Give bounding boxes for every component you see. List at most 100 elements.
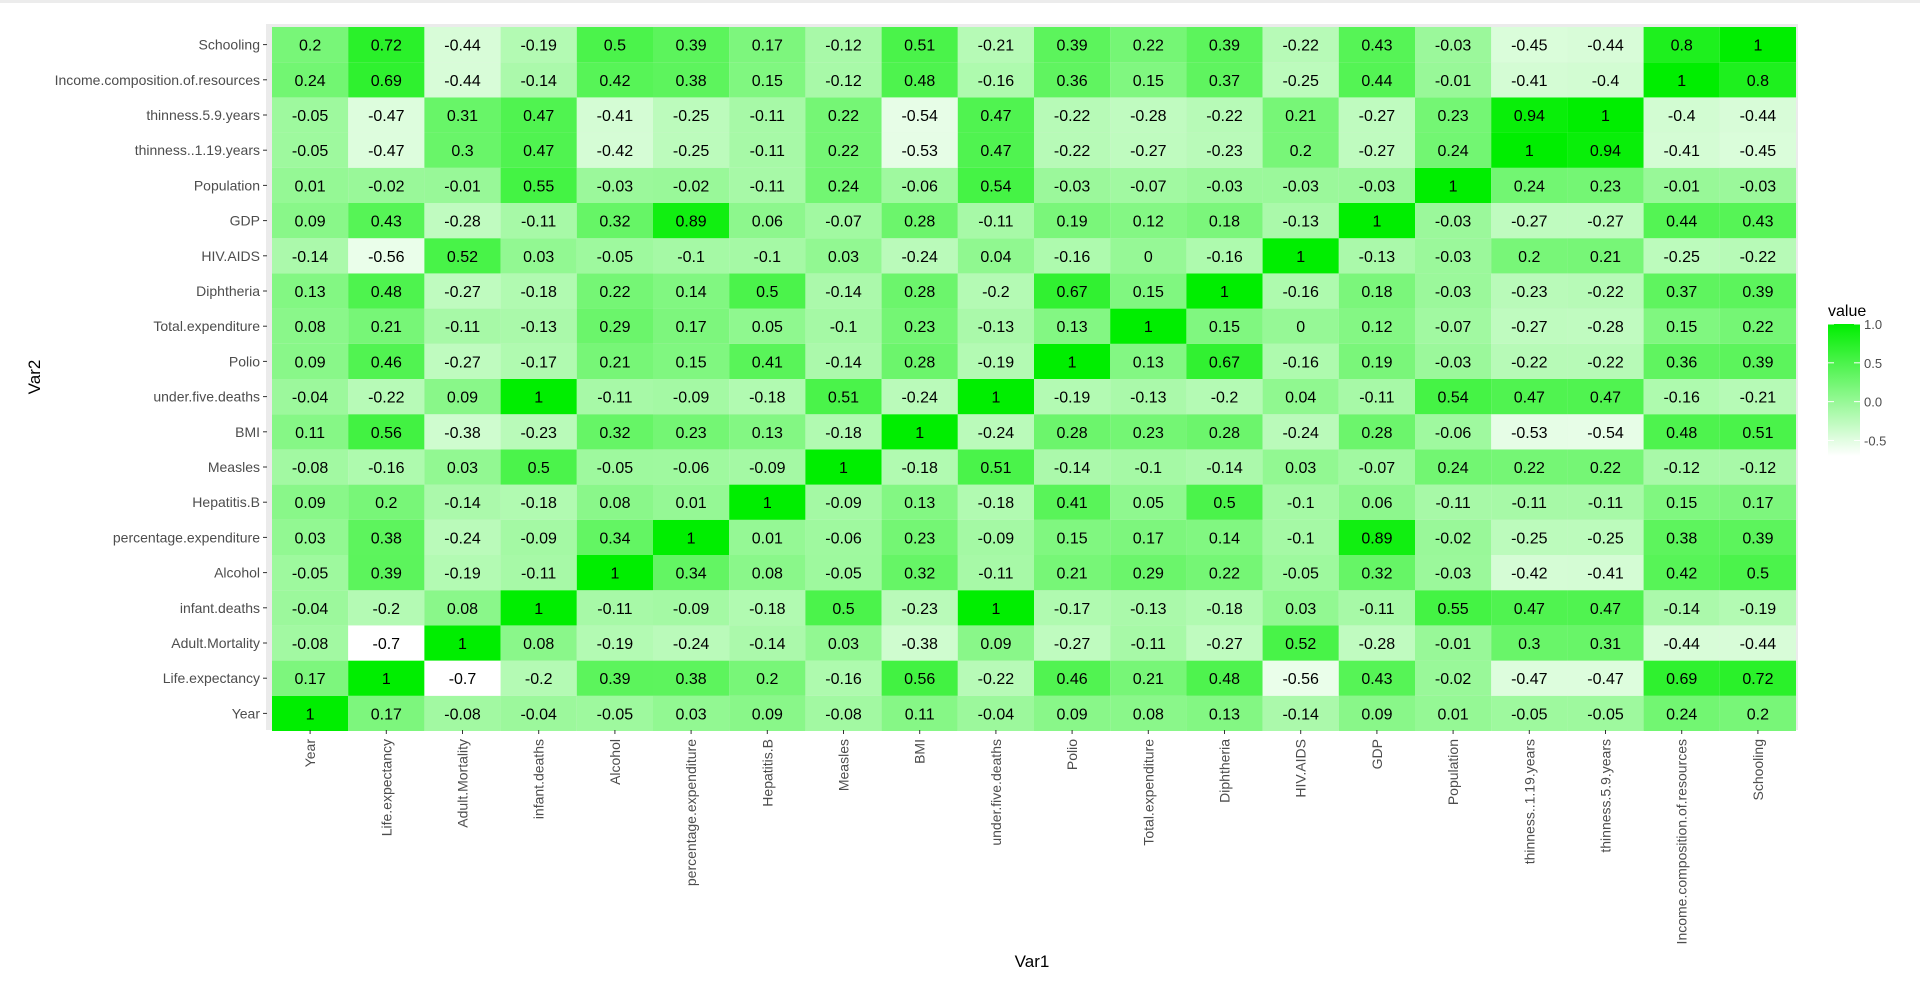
cell-value-label: -0.23 — [1511, 284, 1548, 301]
cell-value-label: 0.56 — [904, 671, 935, 688]
heatmap-cell — [272, 449, 349, 485]
cell-value-label: -0.41 — [1511, 73, 1548, 90]
heatmap-cell — [729, 27, 806, 63]
cell-value-label: -0.05 — [292, 566, 329, 583]
cell-value-label: -0.17 — [520, 354, 557, 371]
heatmap-cell — [1491, 555, 1568, 591]
cell-value-label: 0.09 — [295, 214, 326, 231]
heatmap-cell — [881, 343, 958, 379]
heatmap-cell — [348, 97, 425, 133]
heatmap-cell — [272, 660, 349, 696]
cell-value-label: -0.22 — [978, 671, 1015, 688]
cell-value-label: 0.17 — [1133, 530, 1164, 547]
cell-value-label: 0.23 — [1133, 425, 1164, 442]
heatmap-cell — [729, 590, 806, 626]
heatmap-cell — [1110, 273, 1187, 309]
heatmap-cell — [272, 167, 349, 203]
cell-value-label: 0.21 — [1285, 108, 1316, 125]
legend-tick-label: 0.0 — [1864, 395, 1882, 410]
heatmap-cell — [653, 62, 730, 98]
cell-value-label: 0.32 — [599, 425, 630, 442]
cell-value-label: -0.53 — [1511, 425, 1548, 442]
cell-value-label: 0.28 — [904, 354, 935, 371]
heatmap-cell — [576, 519, 653, 555]
cell-value-label: -0.11 — [750, 143, 785, 160]
heatmap-cell — [957, 343, 1034, 379]
cell-value-label: -0.24 — [1282, 425, 1319, 442]
cell-value-label: 0.47 — [1514, 601, 1545, 618]
cell-value-label: -0.27 — [1130, 143, 1167, 160]
heatmap-cell — [1491, 132, 1568, 168]
heatmap-cell — [1338, 519, 1415, 555]
cell-value-label: 0.13 — [752, 425, 783, 442]
cell-value-label: 0.05 — [1133, 495, 1164, 512]
cell-value-label: -0.09 — [673, 390, 710, 407]
x-tick-label: Income.composition.of.resources — [1674, 739, 1690, 944]
heatmap-cell — [1110, 555, 1187, 591]
heatmap-cell — [272, 555, 349, 591]
cell-value-label: 0.15 — [1666, 495, 1697, 512]
cell-value-label: -0.22 — [1054, 108, 1091, 125]
heatmap-cell — [1415, 62, 1492, 98]
heatmap-cell — [957, 62, 1034, 98]
cell-value-label: 0.22 — [1514, 460, 1545, 477]
cell-value-label: -0.53 — [901, 143, 938, 160]
heatmap-cell — [1643, 27, 1720, 63]
y-tick-label: Polio — [229, 353, 260, 369]
heatmap-cell — [500, 695, 577, 731]
heatmap-cell — [881, 62, 958, 98]
cell-value-label: -0.28 — [1130, 108, 1167, 125]
cell-value-label: 0.42 — [1666, 566, 1697, 583]
heatmap-cell — [1262, 625, 1339, 661]
cell-value-label: 0.3 — [451, 143, 473, 160]
cell-value-label: -0.27 — [1359, 143, 1396, 160]
cell-value-label: -0.04 — [978, 706, 1015, 723]
heatmap-cell — [1415, 695, 1492, 731]
heatmap-cell — [1643, 484, 1720, 520]
cell-value-label: 0.17 — [752, 38, 783, 55]
cell-value-label: -0.11 — [978, 566, 1013, 583]
cell-value-label: 0.28 — [1209, 425, 1240, 442]
cell-value-label: 0.22 — [828, 108, 859, 125]
cell-value-label: -0.1 — [1287, 495, 1315, 512]
heatmap-cell — [957, 97, 1034, 133]
cell-value-label: -0.19 — [444, 566, 481, 583]
cell-value-label: 1 — [1144, 319, 1153, 336]
heatmap-cell — [1338, 167, 1415, 203]
cell-value-label: 0.2 — [1518, 249, 1540, 266]
cell-value-label: 0.28 — [1361, 425, 1392, 442]
cell-value-label: -0.2 — [1211, 390, 1239, 407]
heatmap-cell — [1034, 343, 1111, 379]
x-tick-label: Total.expenditure — [1140, 739, 1156, 846]
x-tick-label: Adult.Mortality — [455, 739, 471, 828]
cell-value-label: -0.24 — [444, 530, 481, 547]
cell-value-label: -0.12 — [825, 38, 862, 55]
heatmap-cell — [1719, 449, 1796, 485]
cell-value-label: 0.11 — [905, 706, 935, 723]
heatmap-cell — [1719, 343, 1796, 379]
cell-value-label: 1 — [1220, 284, 1229, 301]
y-tick-label: GDP — [230, 213, 260, 229]
heatmap-cell — [957, 27, 1034, 63]
heatmap-cell — [881, 695, 958, 731]
heatmap-cell — [957, 273, 1034, 309]
cell-value-label: 0.47 — [523, 143, 554, 160]
y-tick-label: under.five.deaths — [153, 389, 260, 405]
cell-value-label: -0.02 — [368, 178, 405, 195]
heatmap-cell — [1186, 660, 1263, 696]
heatmap-cell — [1186, 695, 1263, 731]
heatmap-cell — [1186, 343, 1263, 379]
heatmap-cell — [576, 132, 653, 168]
heatmap-cell — [1491, 625, 1568, 661]
cell-value-label: -0.09 — [520, 530, 557, 547]
cell-value-label: -0.7 — [373, 636, 401, 653]
cell-value-label: -0.44 — [1740, 636, 1777, 653]
cell-value-label: 0.22 — [1742, 319, 1773, 336]
heatmap-cell — [1110, 167, 1187, 203]
cell-value-label: -0.25 — [1663, 249, 1700, 266]
heatmap-cell — [1643, 343, 1720, 379]
cell-value-label: -0.23 — [520, 425, 557, 442]
heatmap-cell — [1643, 167, 1720, 203]
cell-value-label: -0.22 — [1054, 143, 1091, 160]
heatmap-cell — [500, 555, 577, 591]
